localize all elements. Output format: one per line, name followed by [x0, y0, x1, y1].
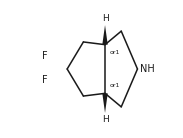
Polygon shape [102, 93, 108, 113]
Text: F: F [42, 75, 48, 86]
Text: NH: NH [140, 64, 155, 74]
Text: H: H [102, 115, 108, 124]
Polygon shape [102, 25, 108, 45]
Text: or1: or1 [110, 83, 120, 88]
Text: H: H [102, 14, 108, 23]
Text: F: F [42, 51, 48, 61]
Text: or1: or1 [110, 50, 120, 55]
